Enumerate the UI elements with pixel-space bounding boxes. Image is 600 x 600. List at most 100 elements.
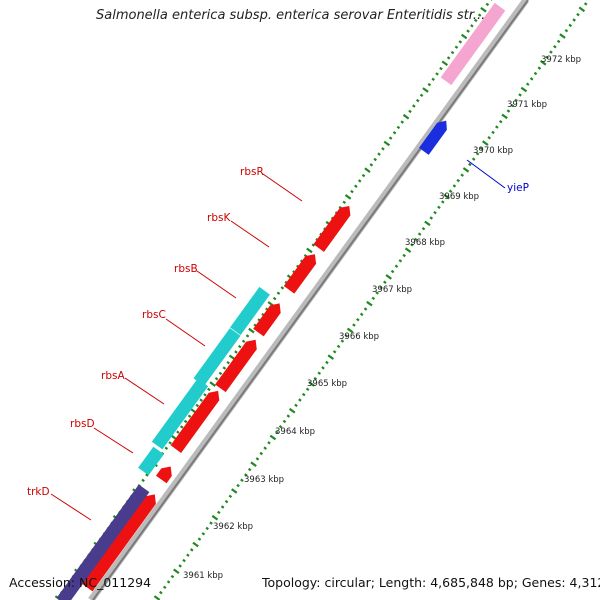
gene-rbsB-cyan <box>230 286 270 336</box>
scale-tick <box>427 82 432 87</box>
scale-tick <box>468 162 472 167</box>
scale-label-3967: 3967 kbp <box>372 285 412 295</box>
scale-tick <box>214 377 219 381</box>
scale-tick <box>495 125 499 129</box>
scale-tick <box>346 327 354 334</box>
scale-label-3970: 3970 kbp <box>473 146 513 156</box>
scale-tick <box>366 300 373 307</box>
scale-tick <box>203 393 207 397</box>
scale-tick <box>537 66 542 70</box>
scale-tick <box>422 87 429 93</box>
gene-rbsC-cyan <box>193 328 241 386</box>
scale-tick <box>241 339 246 344</box>
scale-tick <box>510 103 515 108</box>
scale-tick <box>282 419 287 424</box>
gene-yieP <box>419 120 447 155</box>
scale-label-3966: 3966 kbp <box>339 332 379 342</box>
scale-tick <box>286 414 291 418</box>
topology-summary: Topology: circular; Length: 4,685,848 bp… <box>262 575 600 590</box>
gene-trkD-red <box>82 494 156 592</box>
scale-tick <box>518 93 522 97</box>
gene-trkD <box>56 484 150 600</box>
scale-tick <box>396 125 401 130</box>
scale-tick <box>458 40 463 44</box>
scale-tick <box>269 434 277 441</box>
scale-tick <box>308 381 315 387</box>
scale-tick <box>317 371 322 375</box>
scale-tick <box>539 60 547 66</box>
scale-tick <box>183 419 188 424</box>
scale-tick <box>553 45 557 49</box>
leader-rbsC <box>165 318 206 347</box>
scale-tick <box>325 360 329 365</box>
inner-tick-ring <box>153 0 591 600</box>
scale-tick <box>424 220 431 227</box>
scale-tick <box>437 205 441 210</box>
scale-tick <box>179 425 184 429</box>
scale-tick <box>352 323 356 327</box>
scale-tick <box>462 167 470 173</box>
scale-tick <box>224 499 229 504</box>
scale-label-3968: 3968 kbp <box>405 238 445 248</box>
scale-tick <box>255 457 260 461</box>
scale-tick <box>176 430 180 434</box>
scale-tick <box>340 339 345 343</box>
scale-tick <box>398 259 403 263</box>
leader-rbsA <box>124 377 165 405</box>
scale-label-3964: 3964 kbp <box>275 427 315 437</box>
scale-tick <box>501 113 508 120</box>
genome-backbone <box>88 0 529 600</box>
scale-label-3972: 3972 kbp <box>541 55 581 65</box>
scale-tick <box>383 140 391 147</box>
scale-tick <box>263 446 267 450</box>
scale-tick <box>415 98 420 103</box>
gene-rbsD <box>156 466 172 484</box>
scale-tick <box>250 461 257 467</box>
scale-tick <box>327 354 335 360</box>
scale-tick <box>383 280 387 284</box>
scale-tick <box>377 152 381 156</box>
gene-rbsA-cyan <box>151 378 209 450</box>
accession-text: Accession: NC_011294 <box>9 575 152 590</box>
scale-tick <box>473 18 478 23</box>
scale-tick <box>375 291 379 295</box>
scale-tick <box>369 163 374 167</box>
scale-tick <box>220 505 225 509</box>
scale-tick <box>491 130 495 135</box>
scale-tick <box>529 77 534 81</box>
scale-label-3971: 3971 kbp <box>507 100 547 110</box>
scale-tick <box>431 77 435 81</box>
scale-tick <box>159 590 163 595</box>
scale-tick <box>417 232 422 236</box>
scale-tick <box>470 24 474 28</box>
scale-tick <box>153 595 161 600</box>
scale-tick <box>419 93 424 97</box>
scale-tick <box>452 184 457 188</box>
scale-tick <box>479 146 484 151</box>
scale-tick <box>267 441 271 445</box>
scale-tick <box>392 131 397 135</box>
scale-tick <box>294 403 298 408</box>
scale-tick <box>145 473 149 477</box>
leader-yieP <box>466 159 506 189</box>
scale-tick <box>209 521 213 525</box>
gene-pink <box>440 2 506 86</box>
scale-tick <box>433 210 437 215</box>
scale-tick <box>272 296 277 301</box>
scale-tick <box>280 286 285 290</box>
leader-trkD <box>50 493 92 521</box>
scale-tick <box>141 478 145 483</box>
leader-rbsB <box>196 270 237 299</box>
scale-tick <box>164 446 169 450</box>
scale-tick <box>240 478 244 482</box>
scale-tick <box>568 23 573 28</box>
gene-rbsA <box>170 390 220 453</box>
gene-rbsR <box>313 206 351 252</box>
scale-tick <box>371 296 376 300</box>
scale-tick <box>400 120 405 124</box>
scale-tick <box>226 361 230 365</box>
scale-tick <box>218 371 223 376</box>
scale-tick <box>448 189 453 193</box>
scale-tick <box>359 312 364 317</box>
gene-features <box>56 2 506 600</box>
